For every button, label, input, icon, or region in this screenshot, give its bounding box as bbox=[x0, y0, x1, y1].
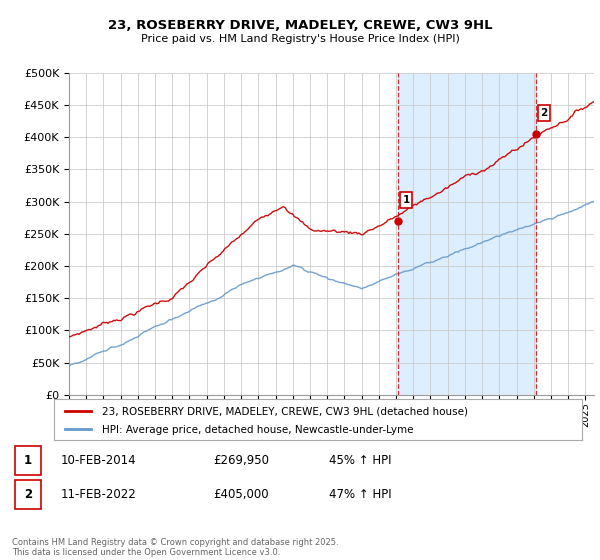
Text: HPI: Average price, detached house, Newcastle-under-Lyme: HPI: Average price, detached house, Newc… bbox=[101, 425, 413, 435]
Text: 1: 1 bbox=[403, 195, 410, 205]
Text: 45% ↑ HPI: 45% ↑ HPI bbox=[329, 454, 391, 467]
Text: 11-FEB-2022: 11-FEB-2022 bbox=[61, 488, 137, 501]
Text: Contains HM Land Registry data © Crown copyright and database right 2025.
This d: Contains HM Land Registry data © Crown c… bbox=[12, 538, 338, 557]
Text: 2: 2 bbox=[24, 488, 32, 501]
Text: 23, ROSEBERRY DRIVE, MADELEY, CREWE, CW3 9HL: 23, ROSEBERRY DRIVE, MADELEY, CREWE, CW3… bbox=[107, 19, 493, 32]
Text: £269,950: £269,950 bbox=[214, 454, 269, 467]
Bar bbox=[15, 480, 41, 508]
Text: 10-FEB-2014: 10-FEB-2014 bbox=[61, 454, 137, 467]
Text: 1: 1 bbox=[24, 454, 32, 467]
Text: £405,000: £405,000 bbox=[214, 488, 269, 501]
Text: 23, ROSEBERRY DRIVE, MADELEY, CREWE, CW3 9HL (detached house): 23, ROSEBERRY DRIVE, MADELEY, CREWE, CW3… bbox=[101, 407, 467, 417]
Text: Price paid vs. HM Land Registry's House Price Index (HPI): Price paid vs. HM Land Registry's House … bbox=[140, 34, 460, 44]
Bar bbox=[398, 73, 536, 395]
Text: 2: 2 bbox=[540, 108, 547, 118]
Text: 47% ↑ HPI: 47% ↑ HPI bbox=[329, 488, 391, 501]
Bar bbox=[15, 446, 41, 475]
